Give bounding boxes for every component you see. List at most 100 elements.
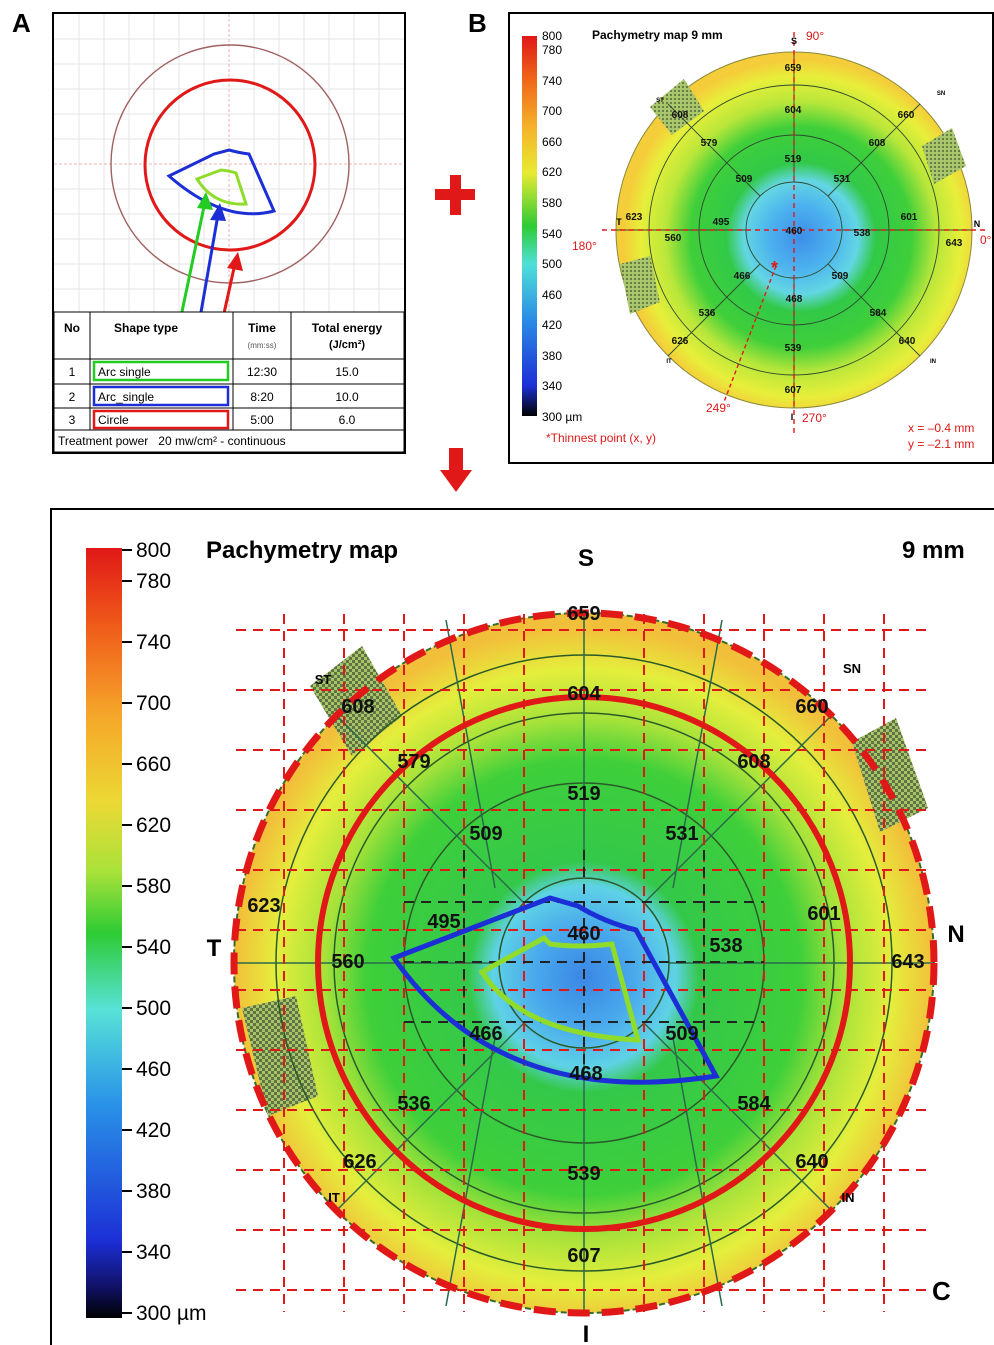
small-value-outer: 623 — [626, 212, 643, 223]
angle-0: 0° — [980, 233, 992, 247]
small-value-inner: 519 — [785, 154, 802, 165]
pachymetry-map-overlay-panel: 800 780 740 700 660 620 580 540 500 460 … — [50, 508, 994, 1345]
small-value-outer: 640 — [899, 336, 916, 347]
large-value-middle: 608 — [737, 751, 770, 773]
small-scale-label: 780 — [542, 43, 562, 57]
treatment-plan-panel: No Shape type Time (mm:ss) Total energy … — [52, 12, 406, 454]
large-map-title: Pachymetry map — [206, 537, 398, 564]
large-value-middle: 584 — [737, 1093, 771, 1115]
table-row-1-no: 1 — [69, 365, 76, 379]
small-scale-labels: 800 780 740 700 660 620 580 540 500 460 … — [542, 29, 582, 424]
large-orientation-it: IT — [328, 1190, 340, 1205]
small-value-inner: 495 — [713, 217, 730, 228]
small-value-outer: 659 — [785, 63, 802, 74]
small-map-title: Pachymetry map 9 mm — [592, 28, 723, 42]
small-orientation-in: IN — [930, 359, 936, 365]
large-scale-label: 580 — [136, 875, 171, 898]
angle-90: 90° — [806, 29, 824, 43]
small-scale-label: 460 — [542, 288, 562, 302]
small-value-center: 460 — [786, 226, 803, 237]
panel-label-b: B — [468, 8, 487, 38]
large-orientation-sn: SN — [843, 661, 861, 676]
small-value-middle: 584 — [870, 308, 887, 319]
small-orientation-t: T — [616, 217, 622, 227]
large-value-inner: 466 — [469, 1023, 502, 1045]
large-value-outer: 607 — [567, 1245, 600, 1267]
large-value-outer: 626 — [343, 1151, 376, 1173]
large-orientation-n: N — [947, 921, 964, 948]
small-orientation-n: N — [974, 219, 981, 229]
large-value-outer: 608 — [341, 696, 374, 718]
table-row-3-shape: Circle — [98, 413, 129, 427]
large-value-inner: 495 — [427, 911, 460, 933]
large-scale-label: 780 — [136, 570, 171, 593]
large-scale-label: 700 — [136, 692, 171, 715]
small-value-outer: 660 — [898, 110, 915, 121]
pachymetry-map-small-panel: 800 780 740 700 660 620 580 540 500 460 … — [508, 12, 994, 464]
svg-text:*: * — [771, 258, 778, 278]
small-value-outer: 643 — [946, 238, 963, 249]
large-value-middle: 539 — [567, 1163, 600, 1185]
small-scale-label: 300 µm — [542, 410, 582, 424]
large-scale-label: 300 µm — [136, 1302, 206, 1325]
small-scale-label: 620 — [542, 165, 562, 179]
small-value-middle: 601 — [901, 212, 918, 223]
angle-249: 249° — [706, 401, 731, 415]
panel-label-a: A — [12, 8, 31, 38]
large-orientation-st: ST — [315, 672, 332, 687]
small-scale-label: 340 — [542, 379, 562, 393]
treatment-pattern-drawing: No Shape type Time (mm:ss) Total energy … — [54, 14, 404, 452]
small-scale-label: 500 — [542, 257, 562, 271]
small-scale-label: 380 — [542, 349, 562, 363]
large-scale-label: 460 — [136, 1058, 171, 1081]
panel-label-c: C — [932, 1276, 951, 1306]
large-orientation-in: IN — [842, 1190, 855, 1205]
small-scale-label: 420 — [542, 318, 562, 332]
large-value-middle: 560 — [331, 951, 364, 973]
table-header-energy-unit: (J/cm²) — [329, 339, 365, 351]
angle-180: 180° — [572, 239, 597, 253]
large-value-middle: 579 — [397, 751, 430, 773]
large-value-inner: 509 — [469, 823, 502, 845]
large-scale-label: 740 — [136, 631, 171, 654]
large-scale-label: 500 — [136, 997, 171, 1020]
small-scale-label: 580 — [542, 196, 562, 210]
table-header-time: Time — [248, 321, 276, 335]
large-value-inner: 538 — [709, 935, 742, 957]
large-value-outer: 623 — [247, 895, 280, 917]
large-scale-label: 660 — [136, 753, 171, 776]
small-value-outer: 626 — [672, 336, 689, 347]
small-orientation-i: I — [791, 412, 794, 422]
large-scale-label: 540 — [136, 936, 171, 959]
large-scale-label: 420 — [136, 1119, 171, 1142]
small-scale-label: 700 — [542, 104, 562, 118]
small-value-inner: 538 — [854, 228, 871, 239]
small-value-inner: 468 — [786, 294, 803, 305]
small-value-middle: 608 — [869, 138, 886, 149]
thinnest-y-readout: y = –2.1 mm — [908, 437, 974, 451]
table-row-3-energy: 6.0 — [339, 413, 356, 427]
thinnest-point-footnote: *Thinnest point (x, y) — [546, 431, 656, 445]
large-value-middle: 601 — [807, 903, 840, 925]
small-scale-label: 800 — [542, 29, 562, 43]
large-value-middle: 536 — [397, 1093, 430, 1115]
large-scale-label: 340 — [136, 1241, 171, 1264]
large-value-outer: 643 — [891, 951, 924, 973]
large-orientation-i: I — [583, 1321, 590, 1345]
small-value-middle: 560 — [665, 233, 682, 244]
table-row-2-energy: 10.0 — [335, 390, 359, 404]
large-value-inner: 509 — [665, 1023, 698, 1045]
large-value-outer: 640 — [795, 1151, 828, 1173]
small-orientation-it: IT — [666, 359, 672, 365]
small-scale-label: 740 — [542, 74, 562, 88]
large-value-center: 460 — [567, 923, 600, 945]
small-value-inner: 531 — [834, 174, 851, 185]
small-orientation-s: S — [791, 36, 797, 46]
small-orientation-st: ST — [656, 98, 664, 104]
table-header-time-unit: (mm:ss) — [248, 341, 277, 350]
pachymetry-map-small: 800 780 740 700 660 620 580 540 500 460 … — [522, 28, 992, 451]
large-value-inner: 519 — [567, 783, 600, 805]
small-value-inner: 509 — [736, 174, 753, 185]
small-scale-label: 540 — [542, 227, 562, 241]
thinnest-x-readout: x = –0.4 mm — [908, 421, 974, 435]
